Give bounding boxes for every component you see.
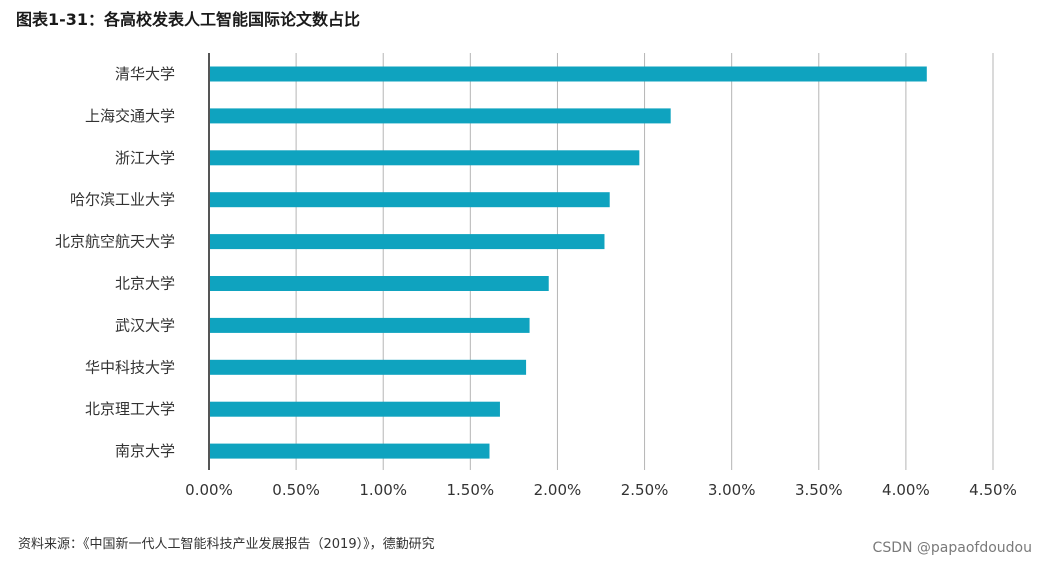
x-tick-label: 1.50%: [447, 481, 495, 499]
grid-lines: [295, 53, 994, 470]
bar: [209, 192, 610, 208]
category-label: 上海交通大学: [85, 107, 175, 125]
x-tick-label: 1.00%: [359, 481, 407, 499]
category-label: 北京大学: [115, 275, 175, 293]
watermark: CSDN @papaofdoudou: [872, 540, 1032, 556]
bar: [209, 108, 671, 124]
x-tick-label: 3.00%: [708, 481, 756, 499]
x-tick-labels: 0.00% 0.50% 1.00% 1.50% 2.00% 2.50% 3.00% 3.50%…: [185, 481, 1017, 499]
category-label: 南京大学: [115, 442, 175, 460]
category-label: 北京理工大学: [85, 400, 175, 418]
bar: [209, 234, 605, 250]
category-labels: 清华大学上海交通大学浙江大学哈尔滨工业大学北京航空航天大学北京大学武汉大学华中科…: [55, 65, 175, 460]
bar: [209, 443, 490, 459]
x-tick-label: 4.00%: [882, 481, 930, 499]
category-label: 浙江大学: [115, 149, 175, 167]
bar-chart: 清华大学上海交通大学浙江大学哈尔滨工业大学北京航空航天大学北京大学武汉大学华中科…: [55, 53, 1017, 499]
x-tick-label: 2.00%: [534, 481, 582, 499]
bar: [209, 317, 530, 333]
category-label: 华中科技大学: [85, 358, 175, 376]
bar: [209, 359, 527, 375]
category-label: 哈尔滨工业大学: [70, 191, 175, 209]
category-label: 清华大学: [115, 65, 175, 83]
bar: [209, 66, 927, 82]
x-tick-label: 4.50%: [969, 481, 1017, 499]
category-label: 北京航空航天大学: [55, 233, 175, 251]
chart-title: 图表1-31：各高校发表人工智能国际论文数占比: [16, 10, 361, 29]
x-tick-label: 3.50%: [795, 481, 843, 499]
x-tick-label: 0.50%: [272, 481, 320, 499]
x-tick-label: 2.50%: [621, 481, 669, 499]
x-tick-label: 0.00%: [185, 481, 233, 499]
source-note: 资料来源：《中国新一代人工智能科技产业发展报告（2019）》，德勤研究: [18, 537, 435, 552]
category-label: 武汉大学: [115, 316, 175, 334]
bar: [209, 276, 549, 291]
bars: [209, 66, 927, 459]
bar: [209, 401, 500, 417]
bar: [209, 150, 640, 166]
